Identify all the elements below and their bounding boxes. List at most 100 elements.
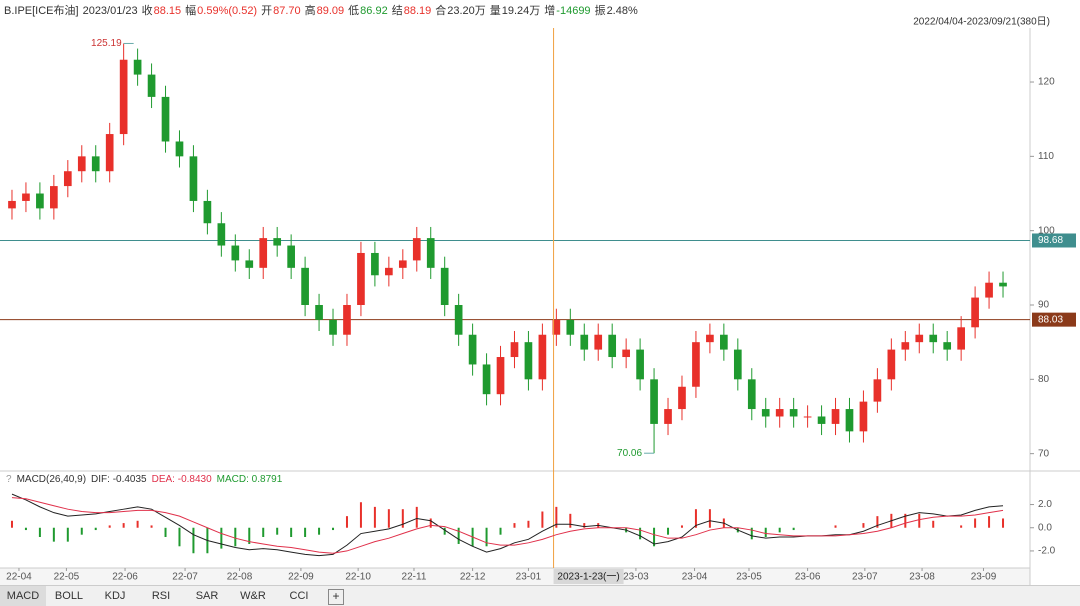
candle-body: [692, 342, 700, 387]
candle-body: [817, 416, 826, 424]
candle-body: [538, 334, 547, 380]
min-label: 70.06: [617, 448, 642, 459]
candle-body: [929, 334, 938, 343]
tab[interactable]: KDJ: [104, 590, 126, 602]
field-value: 87.70: [273, 5, 301, 17]
candle-body: [468, 334, 477, 365]
y-tick-label: -2.0: [1038, 546, 1056, 557]
x-tick-label: 23-08: [909, 572, 935, 583]
field-label: 增: [544, 5, 556, 17]
candle-body: [315, 305, 323, 320]
tab[interactable]: RSI: [151, 590, 171, 602]
candle-body: [22, 193, 30, 201]
candle-body: [943, 342, 952, 350]
candle-body: [301, 267, 309, 305]
candle-body: [608, 334, 617, 358]
candle-body: [845, 409, 854, 432]
candle-body: [357, 252, 365, 305]
candle-body: [720, 334, 728, 350]
field-value: 19.24万: [501, 5, 541, 17]
candle-body: [91, 156, 100, 172]
candle-body: [524, 342, 533, 380]
x-axis-strip: [0, 568, 1030, 585]
x-tick-label: 23-07: [852, 572, 878, 583]
tab[interactable]: BOLL: [54, 590, 84, 602]
x-tick-label: 22-10: [345, 572, 371, 583]
x-tick-label: 22-07: [172, 572, 198, 583]
candle-body: [105, 134, 114, 172]
field-label: 幅: [185, 5, 197, 17]
crosshair-box: [553, 569, 624, 584]
candle-body: [77, 156, 86, 172]
field-label: 结: [391, 5, 403, 17]
y-tick-label: 80: [1038, 374, 1050, 385]
price-tag-label: 98.68: [1038, 235, 1063, 246]
candle-body: [985, 282, 993, 298]
y-tick-label: 0.0: [1038, 522, 1052, 533]
candle-body: [496, 357, 505, 395]
field-value: 88.15: [153, 5, 182, 17]
tab[interactable]: MACD: [0, 586, 46, 606]
header: B.IPE[ICE布油] 2023/01/23 收88.15 幅0.59%(0.52)…: [4, 2, 642, 18]
candle-body: [329, 319, 337, 335]
candle-body: [510, 342, 519, 358]
y-tick-label: 2.0: [1038, 499, 1052, 510]
candle-body: [957, 327, 965, 350]
x-tick-label: 22-12: [460, 572, 486, 583]
candle-body: [580, 334, 589, 350]
y-tick-label: 70: [1038, 448, 1050, 459]
tab[interactable]: SAR: [195, 590, 219, 602]
x-tick-label: 22-11: [402, 572, 427, 583]
field-value: 89.09: [316, 5, 345, 17]
tab[interactable]: W&R: [240, 590, 266, 602]
candle-body: [440, 267, 449, 305]
candle-body: [8, 200, 16, 209]
candle-body: [398, 260, 407, 268]
field-value: -14699: [556, 5, 591, 17]
y-tick-label: 110: [1038, 151, 1054, 162]
candle-body: [706, 334, 714, 343]
field-label: 低: [348, 5, 360, 17]
tab[interactable]: CCI: [289, 590, 309, 602]
date-range: 2022/04/04-2023/09/21(380日): [913, 17, 1050, 28]
candle-body: [775, 409, 784, 417]
add-tab[interactable]: +: [328, 589, 344, 605]
candle-body: [803, 416, 812, 418]
candle-body: [50, 186, 58, 209]
candle-body: [887, 349, 896, 380]
field-label: 高: [304, 5, 316, 17]
x-tick-label: 23-09: [971, 572, 997, 583]
x-tick-label: 22-05: [54, 572, 80, 583]
candle-body: [650, 379, 658, 424]
legend-item: DEA: -0.8430: [151, 474, 212, 485]
help-icon[interactable]: ?: [6, 474, 12, 485]
candle-body: [371, 252, 379, 276]
x-tick-label: 22-08: [227, 572, 253, 583]
candle-body: [175, 141, 184, 157]
macd-legend: ? MACD(26,40,9) DIF: -0.4035 DEA: -0.8430 MA…: [6, 474, 287, 485]
field-value: 86.92: [360, 5, 388, 17]
y-tick-label: 90: [1038, 300, 1050, 311]
x-tick-label: 23-01: [516, 572, 542, 583]
x-tick-label: 23-04: [682, 572, 708, 583]
field-value: 23.20万: [447, 5, 486, 17]
candle-body: [231, 245, 240, 261]
price-tag: [1032, 233, 1076, 248]
candle-body: [678, 386, 686, 410]
candle-body: [636, 349, 644, 380]
candle-body: [552, 319, 561, 335]
field-label: 量: [489, 5, 501, 17]
x-tick-label: 23-05: [736, 572, 762, 583]
price-tag-label: 88.03: [1038, 314, 1063, 325]
indicator-tabs: MACD BOLL KDJ RSI SAR W&R CCI +: [0, 585, 1080, 606]
candle-body: [385, 267, 393, 276]
candle-body: [287, 245, 295, 268]
x-tick-label: 23-03: [623, 572, 649, 583]
legend-item: MACD: 0.8791: [216, 474, 283, 485]
macd-line: [11, 497, 1004, 554]
field-label: 合: [435, 5, 447, 17]
candle-body: [971, 297, 979, 328]
y-tick-label: 120: [1038, 77, 1055, 88]
